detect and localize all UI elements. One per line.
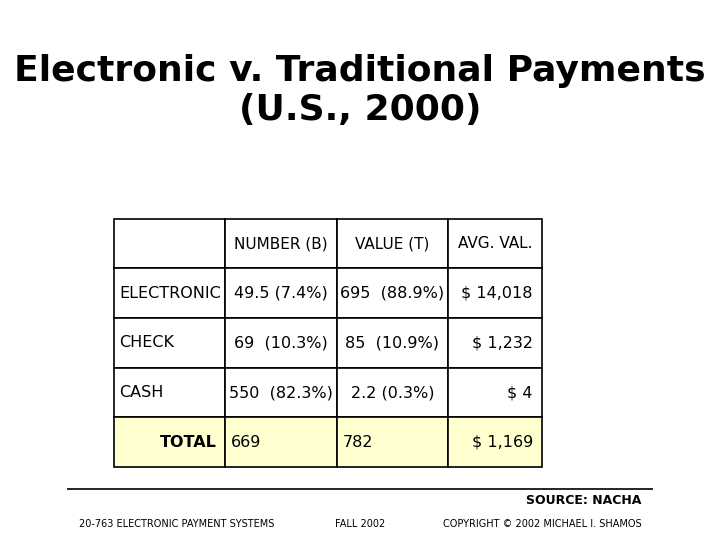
Bar bbox=[225, 417, 336, 467]
Text: VALUE (T): VALUE (T) bbox=[355, 236, 429, 251]
Text: COPYRIGHT © 2002 MICHAEL I. SHAMOS: COPYRIGHT © 2002 MICHAEL I. SHAMOS bbox=[443, 519, 642, 529]
Bar bbox=[336, 318, 448, 368]
Bar bbox=[336, 417, 448, 467]
Bar bbox=[225, 368, 336, 417]
Text: CASH: CASH bbox=[120, 385, 164, 400]
Bar bbox=[448, 417, 541, 467]
Bar bbox=[114, 268, 225, 318]
Bar bbox=[114, 318, 225, 368]
Text: Electronic v. Traditional Payments
(U.S., 2000): Electronic v. Traditional Payments (U.S.… bbox=[14, 54, 706, 127]
Text: 85  (10.9%): 85 (10.9%) bbox=[346, 335, 439, 350]
Bar bbox=[448, 318, 541, 368]
Text: 2.2 (0.3%): 2.2 (0.3%) bbox=[351, 385, 434, 400]
Text: $ 4: $ 4 bbox=[508, 385, 533, 400]
Text: 49.5 (7.4%): 49.5 (7.4%) bbox=[234, 286, 328, 301]
Bar bbox=[225, 318, 336, 368]
Text: FALL 2002: FALL 2002 bbox=[335, 519, 385, 529]
Text: $ 1,232: $ 1,232 bbox=[472, 335, 533, 350]
Bar bbox=[114, 219, 225, 268]
Text: SOURCE: NACHA: SOURCE: NACHA bbox=[526, 494, 642, 507]
Text: $ 1,169: $ 1,169 bbox=[472, 435, 533, 450]
Text: NUMBER (B): NUMBER (B) bbox=[234, 236, 328, 251]
Text: CHECK: CHECK bbox=[120, 335, 174, 350]
Text: 20-763 ELECTRONIC PAYMENT SYSTEMS: 20-763 ELECTRONIC PAYMENT SYSTEMS bbox=[78, 519, 274, 529]
Bar bbox=[225, 219, 336, 268]
Bar bbox=[336, 219, 448, 268]
Text: $ 14,018: $ 14,018 bbox=[462, 286, 533, 301]
Bar bbox=[448, 268, 541, 318]
Text: 69  (10.3%): 69 (10.3%) bbox=[234, 335, 328, 350]
Text: 669: 669 bbox=[231, 435, 261, 450]
Bar bbox=[448, 219, 541, 268]
Text: AVG. VAL.: AVG. VAL. bbox=[458, 236, 532, 251]
Text: ELECTRONIC: ELECTRONIC bbox=[120, 286, 221, 301]
Bar bbox=[336, 368, 448, 417]
Text: TOTAL: TOTAL bbox=[159, 435, 216, 450]
Text: 550  (82.3%): 550 (82.3%) bbox=[229, 385, 333, 400]
Bar bbox=[225, 268, 336, 318]
Bar bbox=[114, 368, 225, 417]
Bar bbox=[448, 368, 541, 417]
Bar bbox=[114, 417, 225, 467]
Bar bbox=[336, 268, 448, 318]
Text: 782: 782 bbox=[343, 435, 373, 450]
Text: 695  (88.9%): 695 (88.9%) bbox=[340, 286, 444, 301]
